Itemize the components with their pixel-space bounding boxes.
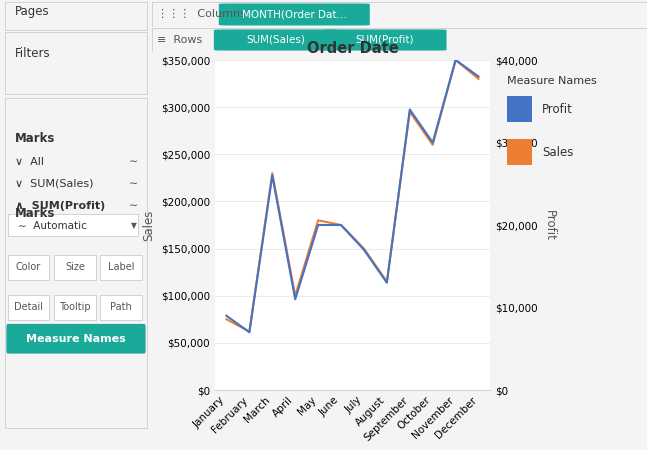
Text: Pages: Pages <box>15 5 50 18</box>
FancyBboxPatch shape <box>8 295 49 320</box>
Text: Size: Size <box>65 262 85 272</box>
Bar <box>507 139 532 165</box>
Text: MONTH(Order Dat...: MONTH(Order Dat... <box>242 9 346 19</box>
FancyBboxPatch shape <box>8 214 138 236</box>
FancyBboxPatch shape <box>6 324 146 354</box>
FancyBboxPatch shape <box>214 29 338 50</box>
Text: ∼  Automatic: ∼ Automatic <box>18 221 87 231</box>
FancyBboxPatch shape <box>54 255 96 280</box>
Text: Path: Path <box>111 302 132 312</box>
Text: Profit: Profit <box>542 103 573 116</box>
Text: ∨  SUM(Sales): ∨ SUM(Sales) <box>15 179 94 189</box>
Text: Color: Color <box>16 262 41 272</box>
FancyBboxPatch shape <box>100 255 142 280</box>
FancyBboxPatch shape <box>323 29 446 50</box>
FancyBboxPatch shape <box>5 32 148 94</box>
Y-axis label: Sales: Sales <box>142 209 155 241</box>
Text: Filters: Filters <box>15 47 51 60</box>
Text: SUM(Profit): SUM(Profit) <box>355 35 414 45</box>
Text: ⋮⋮⋮  Columns: ⋮⋮⋮ Columns <box>157 9 246 19</box>
Text: Sales: Sales <box>542 146 573 158</box>
Text: Tooltip: Tooltip <box>59 302 91 312</box>
FancyBboxPatch shape <box>5 2 148 30</box>
Text: ≡  Rows: ≡ Rows <box>157 35 203 45</box>
FancyBboxPatch shape <box>152 2 647 27</box>
Y-axis label: Profit: Profit <box>543 210 556 240</box>
FancyBboxPatch shape <box>100 295 142 320</box>
FancyBboxPatch shape <box>5 98 148 428</box>
Text: ∨  All: ∨ All <box>15 157 44 167</box>
Text: SUM(Sales): SUM(Sales) <box>247 35 305 45</box>
FancyBboxPatch shape <box>152 28 647 52</box>
Text: Measure Names: Measure Names <box>26 334 126 344</box>
Text: Marks: Marks <box>15 131 56 144</box>
FancyBboxPatch shape <box>8 255 49 280</box>
Text: Marks: Marks <box>15 207 56 220</box>
Text: ∼: ∼ <box>129 157 138 167</box>
FancyBboxPatch shape <box>54 295 96 320</box>
Text: ∼: ∼ <box>129 179 138 189</box>
Text: ∼: ∼ <box>129 201 138 211</box>
Text: Label: Label <box>108 262 135 272</box>
FancyBboxPatch shape <box>219 4 370 26</box>
Title: Order Date: Order Date <box>307 41 399 56</box>
Bar <box>507 96 532 122</box>
Text: Detail: Detail <box>14 302 43 312</box>
Text: ∧  SUM(Profit): ∧ SUM(Profit) <box>15 201 105 211</box>
Text: ▼: ▼ <box>131 221 137 230</box>
Text: Measure Names: Measure Names <box>507 76 597 86</box>
